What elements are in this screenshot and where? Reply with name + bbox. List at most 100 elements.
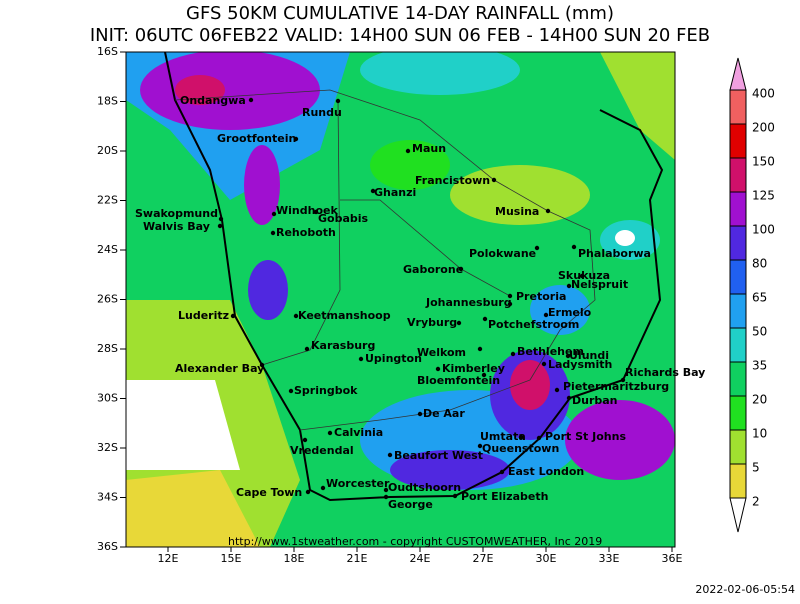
lon-label: 15E (221, 552, 242, 565)
city-dot (534, 245, 540, 251)
city-dot (456, 320, 462, 326)
city-label: Welkom (417, 346, 466, 359)
city-label: Ulundi (569, 349, 609, 362)
city-dot (302, 437, 308, 443)
city-label: George (388, 498, 433, 511)
legend-swatch (729, 395, 747, 431)
city-dot (491, 177, 497, 183)
city-dot (477, 346, 483, 352)
lat-label: 20S (97, 144, 118, 157)
lat-label: 24S (97, 243, 118, 256)
city-dot (566, 283, 572, 289)
city-dot (335, 98, 341, 104)
city-dot (370, 188, 376, 194)
city-label: Potchefstroom (488, 318, 579, 331)
city-dot (230, 313, 236, 319)
legend-swatch (729, 429, 747, 465)
legend-label: 100 (752, 223, 775, 237)
city-label: Umtata (480, 430, 526, 443)
legend-cap-bottom (729, 497, 747, 533)
city-dot (499, 469, 505, 475)
city-label: Gobabis (318, 212, 369, 225)
lat-label: 36S (97, 540, 118, 553)
city-label: De Aar (423, 407, 465, 420)
city-label: Luderitz (178, 309, 229, 322)
lon-label: 24E (410, 552, 431, 565)
city-label: Pretoria (516, 290, 566, 303)
legend-swatch (729, 361, 747, 397)
legend-label: 10 (752, 427, 767, 441)
lon-label: 18E (284, 552, 305, 565)
lon-label: 33E (599, 552, 620, 565)
city-label: Calvinia (334, 426, 383, 439)
legend-label: 400 (752, 87, 775, 101)
legend-swatch (729, 157, 747, 193)
timestamp: 2022-02-06-05:54 (695, 583, 795, 596)
lat-label: 16S (97, 45, 118, 58)
city-dot (554, 387, 560, 393)
lat-label: 28S (97, 342, 118, 355)
coastline (164, 51, 664, 502)
city-dot (383, 487, 389, 493)
city-dot (507, 301, 513, 307)
city-label: Port St Johns (545, 430, 626, 443)
city-dot (417, 411, 423, 417)
city-label: Pietermaritzburg (563, 380, 669, 393)
city-dot (571, 244, 577, 250)
legend-swatch (729, 327, 747, 363)
lon-label: 27E (473, 552, 494, 565)
city-dot (452, 493, 458, 499)
city-dot (545, 208, 551, 214)
city-dot (259, 362, 265, 368)
legend-swatch (729, 191, 747, 227)
city-label: Oudtshoorn (388, 481, 461, 494)
city-dot (481, 372, 487, 378)
city-label: Vryburg (407, 316, 457, 329)
legend-label: 200 (752, 121, 775, 135)
legend-label: 150 (752, 155, 775, 169)
city-label: Beaufort West (394, 449, 483, 462)
city-label: Karasburg (311, 339, 375, 352)
city-label: Francistown (415, 174, 490, 187)
lon-label: 30E (536, 552, 557, 565)
city-dot (383, 494, 389, 500)
lat-label: 18S (97, 95, 118, 108)
city-label: Polokwane (469, 247, 536, 260)
city-dot (566, 395, 572, 401)
lat-label: 26S (97, 293, 118, 306)
city-label: Kimberley (442, 362, 505, 375)
city-dot (327, 430, 333, 436)
city-label: Nelspruit (571, 278, 628, 291)
city-label: Springbok (294, 384, 358, 397)
city-dot (565, 353, 571, 359)
city-label: Keetmanshoop (298, 309, 391, 322)
city-dot (536, 435, 542, 441)
legend-label: 125 (752, 189, 775, 203)
legend-swatch (729, 259, 747, 295)
lon-label: 21E (347, 552, 368, 565)
city-dot (218, 216, 224, 222)
city-dot (435, 366, 441, 372)
legend-swatch (729, 89, 747, 125)
legend-label: 80 (752, 257, 767, 271)
city-dot (458, 266, 464, 272)
city-label: Richards Bay (625, 366, 705, 379)
legend-label: 35 (752, 359, 767, 373)
lon-label: 36E (662, 552, 683, 565)
city-dot (543, 312, 549, 318)
city-label: Ermelo (548, 306, 592, 319)
city-dot (270, 230, 276, 236)
city-dot (405, 148, 411, 154)
city-dot (305, 489, 311, 495)
city-dot (620, 377, 626, 383)
legend-swatch (729, 293, 747, 329)
city-dot (313, 209, 319, 215)
city-label: Maun (412, 142, 446, 155)
city-dot (271, 211, 277, 217)
city-label: Upington (365, 352, 422, 365)
legend-label: 65 (752, 291, 767, 305)
city-dot (248, 97, 254, 103)
legend-label: 2 (752, 495, 760, 509)
legend-label: 5 (752, 461, 760, 475)
legend-label: 20 (752, 393, 767, 407)
